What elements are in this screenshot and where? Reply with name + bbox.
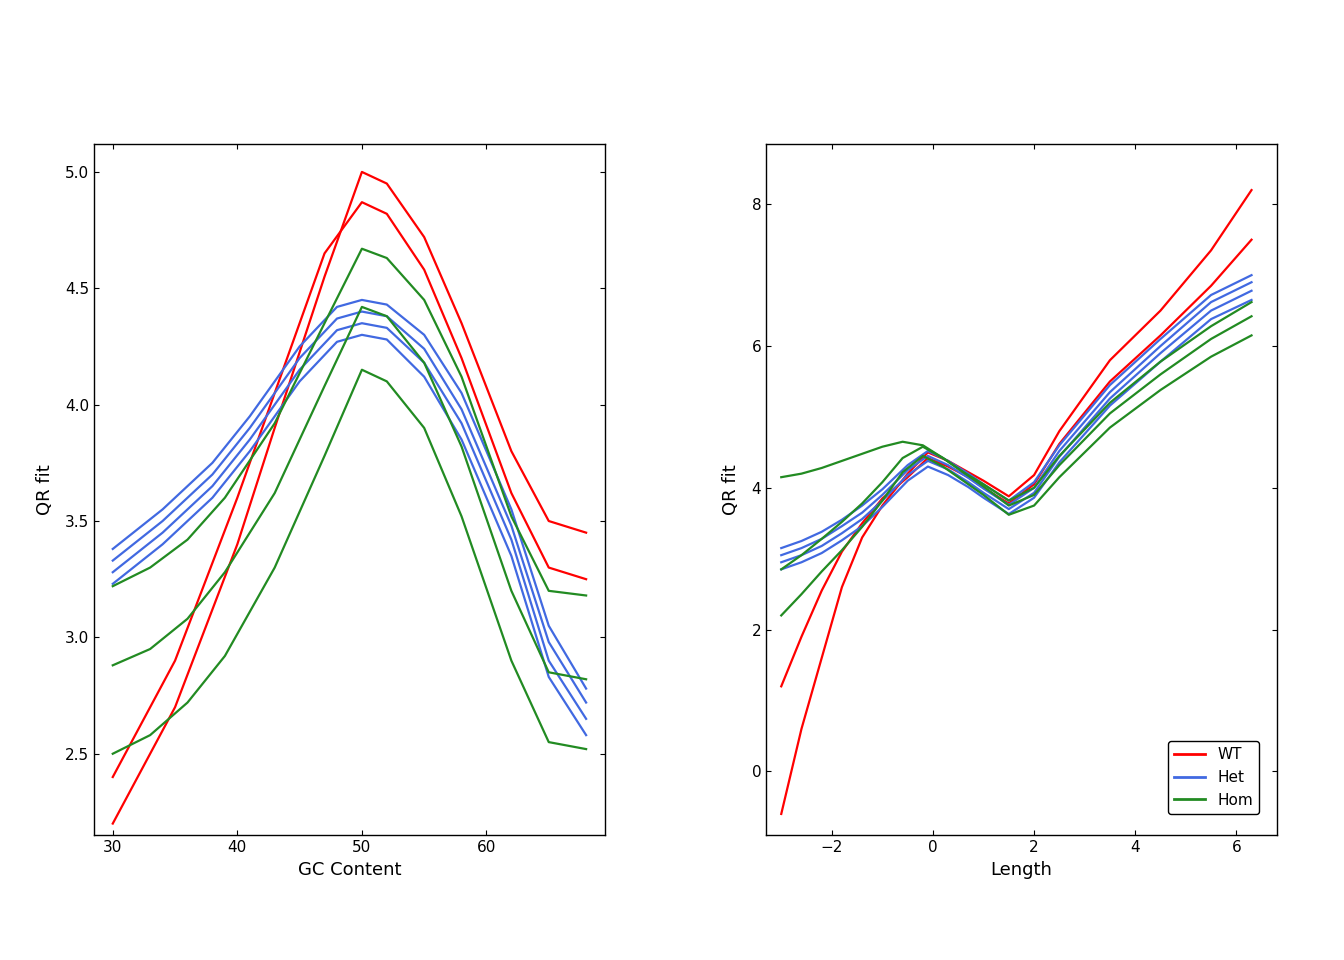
Y-axis label: QR fit: QR fit <box>36 465 54 515</box>
X-axis label: GC Content: GC Content <box>297 860 402 878</box>
Y-axis label: QR fit: QR fit <box>722 465 741 515</box>
X-axis label: Length: Length <box>991 860 1052 878</box>
Legend: WT, Het, Hom: WT, Het, Hom <box>1168 741 1259 814</box>
